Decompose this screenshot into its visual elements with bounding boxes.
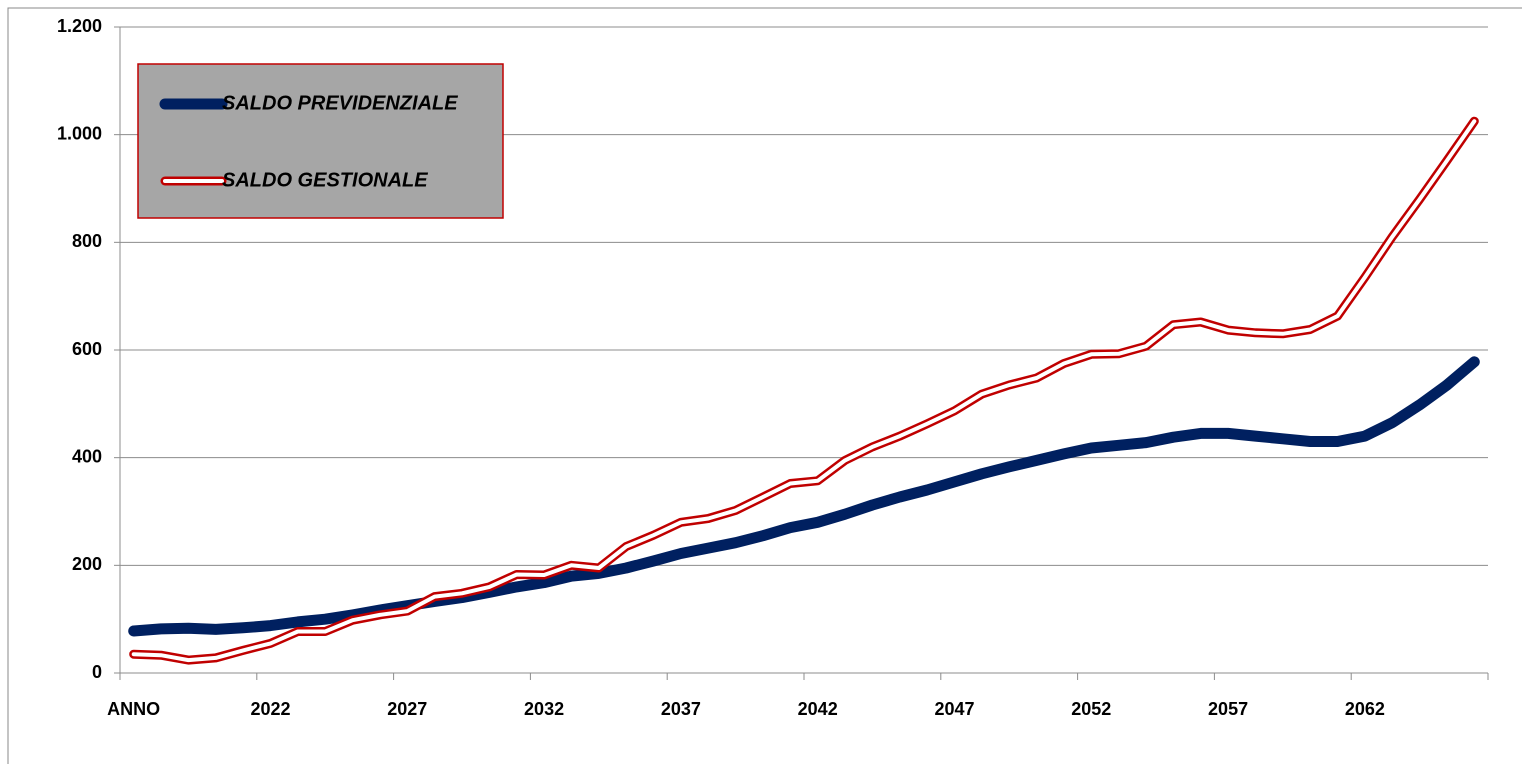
x-tick-label: ANNO (107, 699, 160, 719)
line-inner (131, 119, 1477, 663)
x-tick-label: 2062 (1345, 699, 1385, 719)
y-tick-label: 800 (72, 231, 102, 251)
x-tick-label: 2037 (661, 699, 701, 719)
y-tick-label: 1.200 (57, 16, 102, 36)
x-tick-label: 2022 (250, 699, 290, 719)
legend-label: SALDO GESTIONALE (222, 169, 428, 191)
y-tick-label: 1.000 (57, 123, 102, 143)
line (128, 356, 1480, 637)
x-tick-label: 2032 (524, 699, 564, 719)
x-tick-label: 2027 (387, 699, 427, 719)
x-tick-label: 2057 (1208, 699, 1248, 719)
x-tick-label: 2042 (798, 699, 838, 719)
x-tick-label: 2047 (934, 699, 974, 719)
y-tick-label: 200 (72, 554, 102, 574)
x-tick-label: 2052 (1071, 699, 1111, 719)
legend-label: SALDO PREVIDENZIALE (222, 92, 458, 114)
y-tick-label: 0 (92, 662, 102, 682)
y-tick-label: 600 (72, 339, 102, 359)
y-tick-label: 400 (72, 446, 102, 466)
legend-box (137, 63, 504, 219)
